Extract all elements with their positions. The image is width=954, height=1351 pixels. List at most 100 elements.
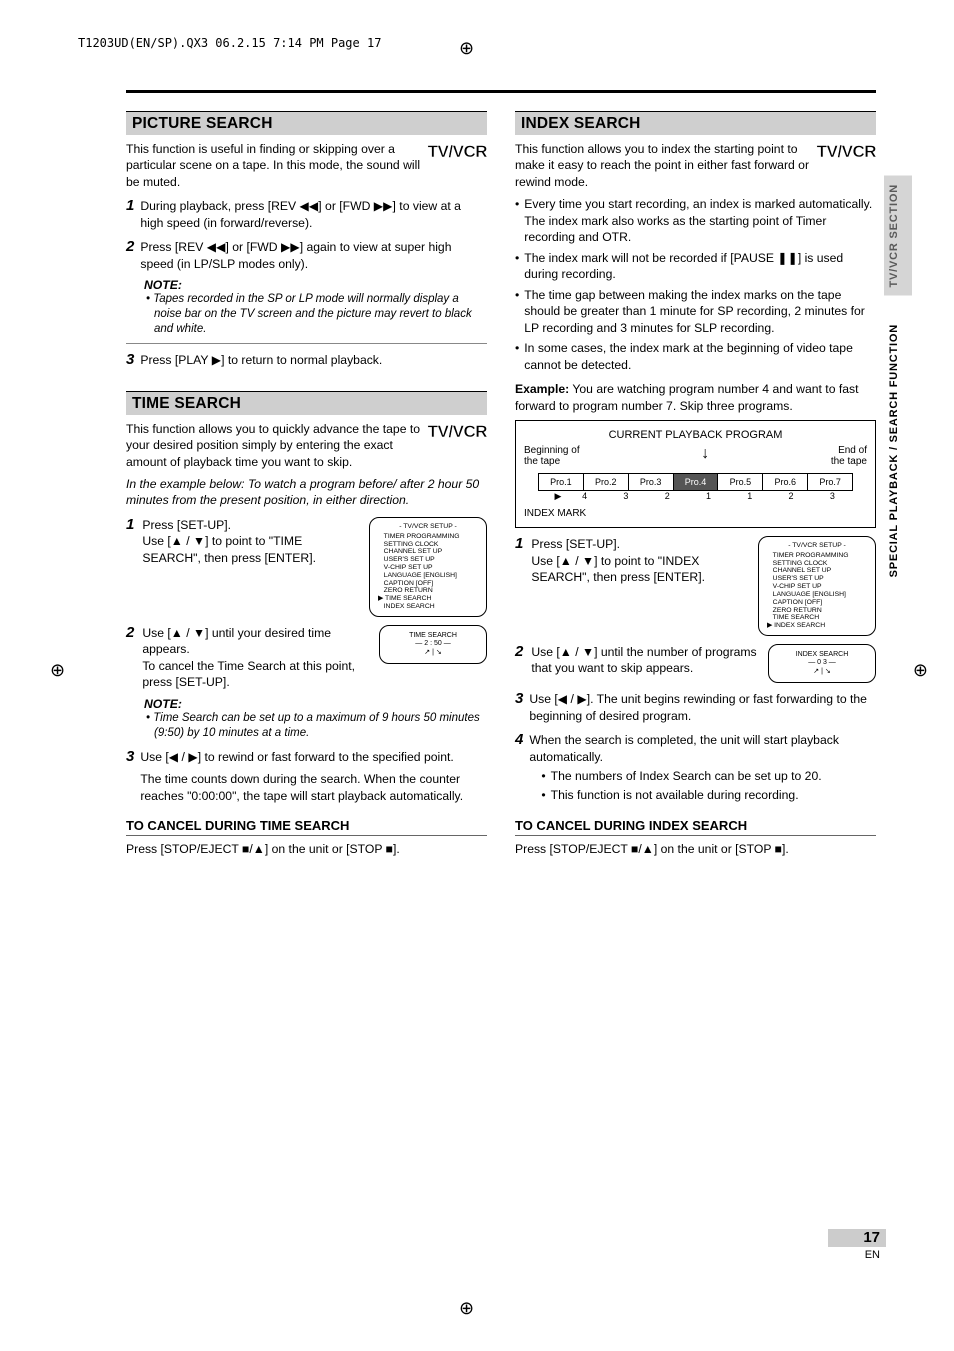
program-row: Pro.1Pro.2Pro.3Pro.4Pro.5Pro.6Pro.7 [538, 473, 853, 491]
time-step-1: 1 Press [SET-UP]. Use [▲ / ▼] to point t… [126, 517, 487, 617]
crop-mark-top: ⊕ [459, 38, 474, 59]
page-lang: EN [828, 1249, 886, 1261]
index-step4a: When the search is completed, the unit w… [529, 733, 839, 763]
print-header: T1203UD(EN/SP).QX3 06.2.15 7:14 PM Page … [78, 36, 381, 50]
time-step1-text: Press [SET-UP]. Use [▲ / ▼] to point to … [142, 517, 361, 566]
time-search-title: TIME SEARCH [132, 395, 241, 413]
osd-index-search: INDEX SEARCH — 0 3 — ↗ | ↘ [768, 644, 876, 683]
side-tabs: TV/VCR SECTION SPECIAL PLAYBACK / SEARCH… [884, 176, 912, 585]
time-step-2: 2 Use [▲ / ▼] until your desired time ap… [126, 625, 487, 691]
left-column: PICTURE SEARCH TV/VCR This function is u… [126, 111, 487, 863]
index-step-2: 2 Use [▲ / ▼] until the number of progra… [515, 644, 876, 683]
step-number: 2 [126, 239, 134, 254]
step-number: 1 [515, 536, 523, 551]
time-note: • Time Search can be set up to a maximum… [144, 711, 487, 741]
step-number: 1 [126, 198, 134, 213]
osd-idx-title: INDEX SEARCH [777, 651, 867, 659]
crop-mark-right: ⊕ [913, 660, 928, 681]
bullet-0: •Every time you start recording, an inde… [515, 196, 876, 245]
time-search-head: TIME SEARCH [126, 391, 487, 415]
time-step3b: The time counts down during the search. … [140, 772, 463, 802]
bullet-3: •In some cases, the index mark at the be… [515, 340, 876, 373]
diagram-title: CURRENT PLAYBACK PROGRAM [524, 429, 867, 441]
index-step1-text: Press [SET-UP]. Use [▲ / ▼] to point to … [531, 536, 750, 585]
step-number: 3 [126, 352, 134, 367]
page-number-box: 17 EN [828, 1229, 886, 1262]
picture-search-head: PICTURE SEARCH [126, 111, 487, 135]
step-number: 3 [126, 749, 134, 764]
bullet-2: •The time gap between making the index m… [515, 287, 876, 336]
index-intro: TV/VCR This function allows you to index… [515, 141, 876, 190]
bullet-1-text: The index mark will not be recorded if [… [524, 250, 876, 283]
index-mark-label: INDEX MARK [524, 508, 867, 519]
index-intro-text: This function allows you to index the st… [515, 142, 809, 189]
side-tab-special: SPECIAL PLAYBACK / SEARCH FUNCTION [884, 316, 912, 585]
index-step4-text: When the search is completed, the unit w… [529, 732, 876, 804]
right-column: INDEX SEARCH TV/VCR This function allows… [515, 111, 876, 863]
time-example: In the example below: To watch a program… [126, 476, 487, 509]
step4-sub-1-text: This function is not available during re… [551, 787, 799, 803]
time-intro: TV/VCR This function allows you to quick… [126, 421, 487, 470]
diagram-left-label: Beginning of the tape [524, 445, 580, 467]
note-head: NOTE: [144, 278, 487, 292]
picture-note: • Tapes recorded in the SP or LP mode wi… [144, 292, 487, 337]
picture-step-1: 1 During playback, press [REV ◀◀] or [FW… [126, 198, 487, 231]
picture-step-2: 2 Press [REV ◀◀] or [FWD ▶▶] again to vi… [126, 239, 487, 272]
step-number: 2 [126, 625, 134, 640]
index-step3-text: Use [◀ / ▶]. The unit begins rewinding o… [529, 691, 876, 724]
step-number: 4 [515, 732, 523, 747]
time-step3-text: Use [◀ / ▶] to rewind or fast forward to… [140, 749, 487, 804]
step4-sub-0: •The numbers of Index Search can be set … [529, 768, 876, 784]
time-step3a: Use [◀ / ▶] to rewind or fast forward to… [140, 750, 453, 764]
index-cancel: Press [STOP/EJECT ■/▲] on the unit or [S… [515, 841, 876, 857]
step-number: 3 [515, 691, 523, 706]
page-number: 17 [828, 1229, 886, 1247]
crop-mark-bottom: ⊕ [459, 1298, 474, 1319]
note-head: NOTE: [144, 697, 487, 711]
index-step-1: 1 Press [SET-UP]. Use [▲ / ▼] to point t… [515, 536, 876, 636]
picture-step1-text: During playback, press [REV ◀◀] or [FWD … [140, 198, 487, 231]
program-diagram: CURRENT PLAYBACK PROGRAM Beginning of th… [515, 420, 876, 528]
osd-time-search: TIME SEARCH — 2 : 50 — ↗ | ↘ [379, 625, 487, 664]
osd-time-arrows: ↗ | ↘ [388, 649, 478, 657]
time-step2-text: Use [▲ / ▼] until your desired time appe… [142, 625, 371, 691]
index-cancel-head: TO CANCEL DURING INDEX SEARCH [515, 818, 876, 836]
down-arrow-icon: ↓ [701, 445, 709, 467]
osd-idx-value: — 0 3 — [777, 659, 867, 667]
bullet-1: •The index mark will not be recorded if … [515, 250, 876, 283]
osd-idx-arrows: ↗ | ↘ [777, 668, 867, 676]
bullet-0-text: Every time you start recording, an index… [524, 196, 876, 245]
diagram-right-label: End of the tape [831, 445, 867, 467]
index-step-3: 3 Use [◀ / ▶]. The unit begins rewinding… [515, 691, 876, 724]
step-number: 1 [126, 517, 134, 532]
step4-sub-1: •This function is not available during r… [529, 787, 876, 803]
idx-nums: ▶4321123 [538, 491, 853, 502]
side-tab-tvvcr: TV/VCR SECTION [884, 176, 912, 296]
time-cancel: Press [STOP/EJECT ■/▲] on the unit or [S… [126, 841, 487, 857]
crop-mark-left: ⊕ [50, 660, 65, 681]
osd-time-value: — 2 : 50 — [388, 640, 478, 648]
picture-intro: TV/VCR This function is useful in findin… [126, 141, 487, 190]
step4-sub-0-text: The numbers of Index Search can be set u… [551, 768, 822, 784]
index-step-4: 4 When the search is completed, the unit… [515, 732, 876, 804]
example-label: Example: [515, 382, 569, 396]
osd-time-title: TIME SEARCH [388, 632, 478, 640]
time-step-3: 3 Use [◀ / ▶] to rewind or fast forward … [126, 749, 487, 804]
picture-intro-text: This function is useful in finding or sk… [126, 142, 420, 189]
picture-step2-text: Press [REV ◀◀] or [FWD ▶▶] again to view… [140, 239, 487, 272]
step-number: 2 [515, 644, 523, 659]
osd-setup-menu: - TV/VCR SETUP - TIMER PROGRAMMING SETTI… [369, 517, 487, 617]
bullet-2-text: The time gap between making the index ma… [524, 287, 876, 336]
picture-step3-text: Press [PLAY ▶] to return to normal playb… [140, 352, 487, 368]
osd-setup-menu: - TV/VCR SETUP - TIMER PROGRAMMING SETTI… [758, 536, 876, 636]
bullet-3-text: In some cases, the index mark at the beg… [524, 340, 876, 373]
tvvcr-icon: TV/VCR [428, 421, 487, 444]
picture-search-title: PICTURE SEARCH [132, 115, 273, 133]
index-step2-text: Use [▲ / ▼] until the number of programs… [531, 644, 760, 677]
time-cancel-head: TO CANCEL DURING TIME SEARCH [126, 818, 487, 836]
index-search-head: INDEX SEARCH [515, 111, 876, 135]
page-frame: TV/VCR SECTION SPECIAL PLAYBACK / SEARCH… [126, 90, 876, 1261]
example: Example: You are watching program number… [515, 381, 876, 414]
picture-step-3: 3 Press [PLAY ▶] to return to normal pla… [126, 352, 487, 368]
tvvcr-icon: TV/VCR [428, 141, 487, 164]
